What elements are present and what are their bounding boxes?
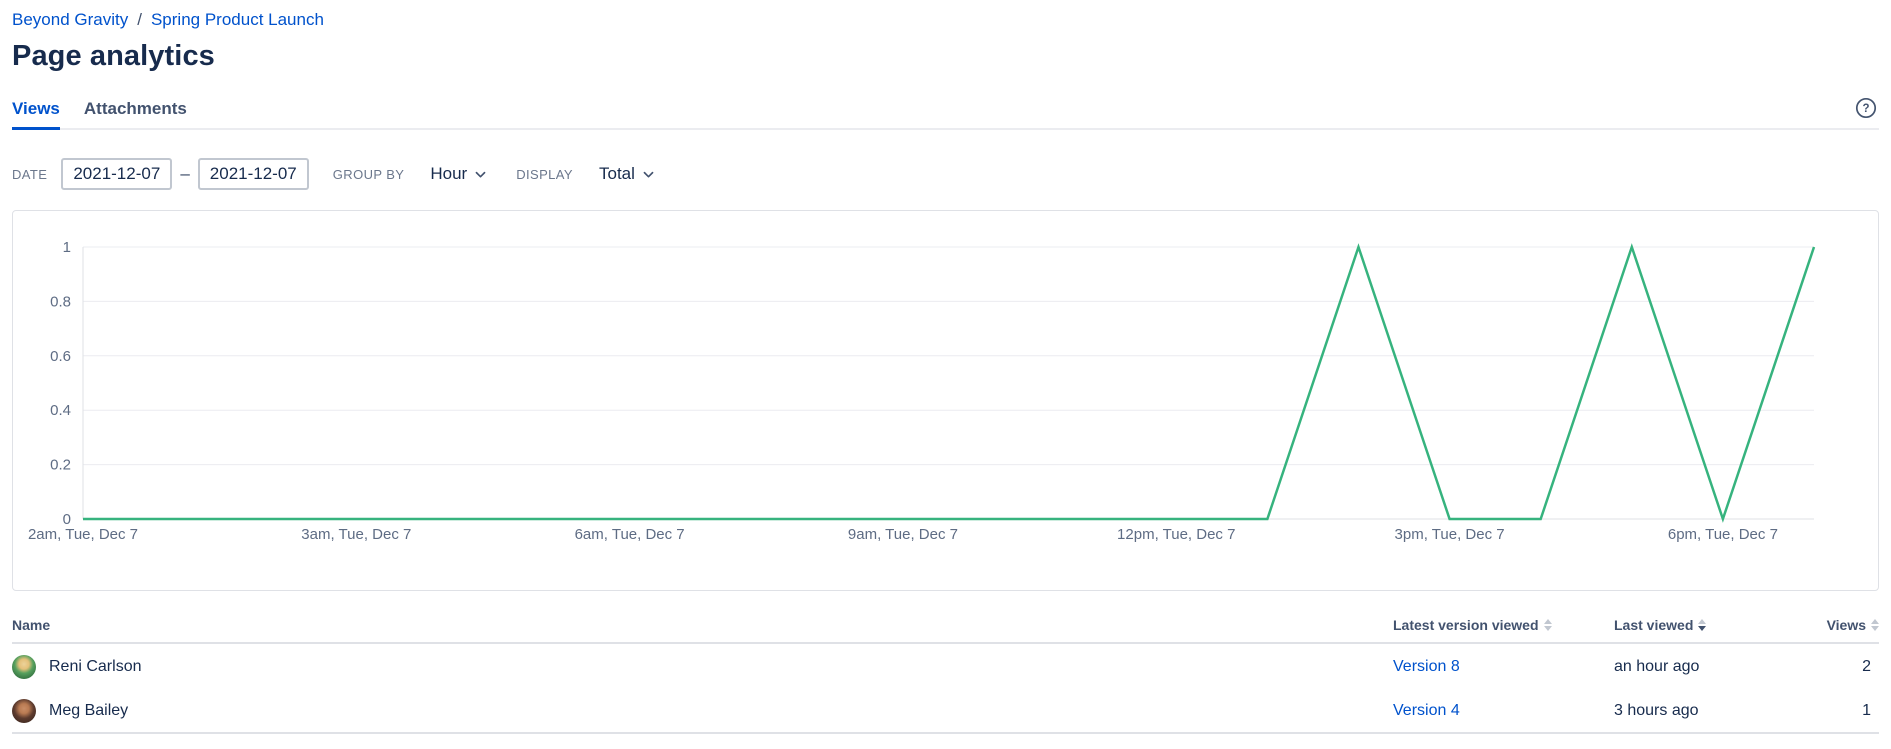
sort-icon xyxy=(1543,619,1552,631)
breadcrumb-link-page[interactable]: Spring Product Launch xyxy=(150,10,324,29)
table-header-row: Name Latest version viewed Last viewed V… xyxy=(12,617,1879,644)
y-axis-tick-label: 0 xyxy=(63,511,71,528)
views-count-cell: 1 xyxy=(1862,701,1871,719)
last-viewed-cell: 3 hours ago xyxy=(1614,701,1699,719)
chart-canvas: 0 0.2 0.4 0.6 0.8 1 2am, Tue, Dec 7 3am, Tue, D… xyxy=(28,239,1816,543)
display-label: DISPLAY xyxy=(516,166,573,182)
tab-attachments[interactable]: Attachments xyxy=(83,99,187,118)
page-title: Page analytics xyxy=(12,40,215,72)
avatar xyxy=(12,654,36,679)
column-header-label: Latest version viewed xyxy=(1393,617,1539,633)
group-by-value: Hour xyxy=(430,164,468,183)
column-header-label: Name xyxy=(12,617,51,633)
views-count-cell: 2 xyxy=(1862,657,1871,675)
breadcrumb-separator: / xyxy=(137,10,142,29)
version-cell: Version 8 xyxy=(1393,658,1614,676)
x-axis-tick-label: 3am, Tue, Dec 7 xyxy=(301,526,411,543)
views-table: Name Latest version viewed Last viewed V… xyxy=(12,617,1879,734)
user-name: Reni Carlson xyxy=(49,657,142,675)
group-by-label: GROUP BY xyxy=(332,166,405,182)
filters-bar: DATE – GROUP BY Hour DISPLAY Total xyxy=(12,158,1879,190)
date-range-separator: – xyxy=(180,164,190,183)
last-viewed-cell: an hour ago xyxy=(1614,657,1700,675)
x-axis-tick-label: 9am, Tue, Dec 7 xyxy=(848,526,958,543)
y-axis-tick-label: 0.8 xyxy=(50,293,71,310)
table-row: Reni Carlson Version 8 an hour ago 2 xyxy=(12,644,1879,689)
x-axis-tick-label: 6pm, Tue, Dec 7 xyxy=(1668,526,1778,543)
x-axis-tick-label: 6am, Tue, Dec 7 xyxy=(575,526,685,543)
chart-card: 0 0.2 0.4 0.6 0.8 1 2am, Tue, Dec 7 3am, Tue, D… xyxy=(12,210,1879,591)
question-mark-glyph: ? xyxy=(1862,103,1869,115)
version-cell: Version 4 xyxy=(1393,702,1614,720)
help-icon[interactable]: ? xyxy=(1854,96,1878,120)
line-series-views xyxy=(83,243,1816,523)
avatar xyxy=(12,698,36,723)
breadcrumb: Beyond Gravity / Spring Product Launch xyxy=(12,0,1879,30)
display-value: Total xyxy=(598,164,635,183)
column-header-last-viewed[interactable]: Last viewed xyxy=(1614,617,1817,633)
tab-views[interactable]: Views xyxy=(12,99,60,130)
sort-icon-desc-active xyxy=(1698,619,1707,631)
date-to-input[interactable] xyxy=(197,158,309,190)
y-axis-tick-label: 0.6 xyxy=(50,348,71,365)
y-axis-tick-label: 0.4 xyxy=(50,402,71,419)
x-axis-tick-label: 12pm, Tue, Dec 7 xyxy=(1117,526,1235,543)
y-axis-tick-label: 1 xyxy=(63,239,71,256)
x-axis-tick-label: 2am, Tue, Dec 7 xyxy=(28,526,138,543)
column-header-label: Views xyxy=(1826,617,1866,633)
version-link[interactable]: Version 8 xyxy=(1393,657,1460,675)
sort-icon xyxy=(1871,619,1879,631)
chevron-down-icon xyxy=(643,171,654,177)
user-name: Meg Bailey xyxy=(49,701,129,719)
column-header-latest-version[interactable]: Latest version viewed xyxy=(1393,617,1614,633)
user-cell: Meg Bailey xyxy=(12,698,1393,723)
breadcrumb-link-space[interactable]: Beyond Gravity xyxy=(12,10,129,29)
date-label: DATE xyxy=(12,166,48,182)
column-header-name: Name xyxy=(12,617,1393,633)
tabs: Views Attachments ? xyxy=(12,96,1879,130)
user-cell: Reni Carlson xyxy=(12,654,1393,679)
x-axis-tick-label: 3pm, Tue, Dec 7 xyxy=(1395,526,1505,543)
display-dropdown[interactable]: Total xyxy=(599,164,656,184)
column-header-label: Last viewed xyxy=(1614,617,1694,633)
column-header-views[interactable]: Views xyxy=(1817,617,1879,633)
page-analytics: Beyond Gravity / Spring Product Launch P… xyxy=(12,0,1879,734)
chevron-down-icon xyxy=(475,171,486,177)
group-by-dropdown[interactable]: Hour xyxy=(430,164,488,184)
version-link[interactable]: Version 4 xyxy=(1393,701,1460,719)
y-axis-tick-label: 0.2 xyxy=(50,457,71,474)
date-from-input[interactable] xyxy=(61,158,173,190)
table-row: Meg Bailey Version 4 3 hours ago 1 xyxy=(12,689,1879,734)
